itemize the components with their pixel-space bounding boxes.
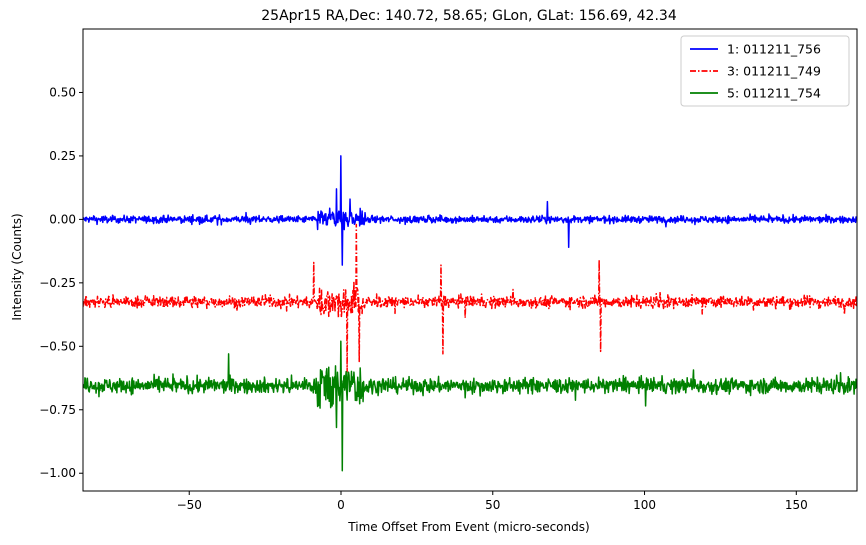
series-line-3 bbox=[83, 340, 857, 472]
legend-label-1: 1: 011211_756 bbox=[727, 42, 821, 57]
y-tick-label: 0.25 bbox=[49, 149, 76, 163]
y-tick-label: −0.50 bbox=[39, 339, 76, 353]
y-tick-label: 0.00 bbox=[49, 212, 76, 226]
chart-title: 25Apr15 RA,Dec: 140.72, 58.65; GLon, GLa… bbox=[261, 8, 677, 24]
series-line-1 bbox=[83, 155, 857, 266]
legend-label-3: 5: 011211_754 bbox=[727, 86, 821, 101]
y-tick-label: 0.50 bbox=[49, 85, 76, 99]
axes-frame bbox=[82, 28, 858, 492]
legend-label-2: 3: 011211_749 bbox=[727, 64, 821, 79]
x-tick-label: 0 bbox=[337, 498, 345, 512]
legend: 1: 011211_756 3: 011211_749 5: 011211_754 bbox=[680, 35, 850, 107]
legend-box bbox=[680, 35, 850, 107]
series-line-2 bbox=[83, 223, 857, 373]
x-tick-label: −50 bbox=[177, 498, 202, 512]
plot-area: −50 0 50 100 150 0.50 0.25 0.00 −0.25 −0.50 −0.75 −… bbox=[39, 28, 858, 512]
y-tick-label: −1.00 bbox=[39, 466, 76, 480]
x-tick-label: 50 bbox=[485, 498, 500, 512]
y-tick-label: −0.25 bbox=[39, 276, 76, 290]
x-tick-label: 100 bbox=[633, 498, 656, 512]
x-axis-label: Time Offset From Event (micro-seconds) bbox=[347, 520, 589, 534]
x-tick-label: 150 bbox=[785, 498, 808, 512]
y-axis-label: Intensity (Counts) bbox=[10, 213, 24, 320]
y-tick-label: −0.75 bbox=[39, 403, 76, 417]
